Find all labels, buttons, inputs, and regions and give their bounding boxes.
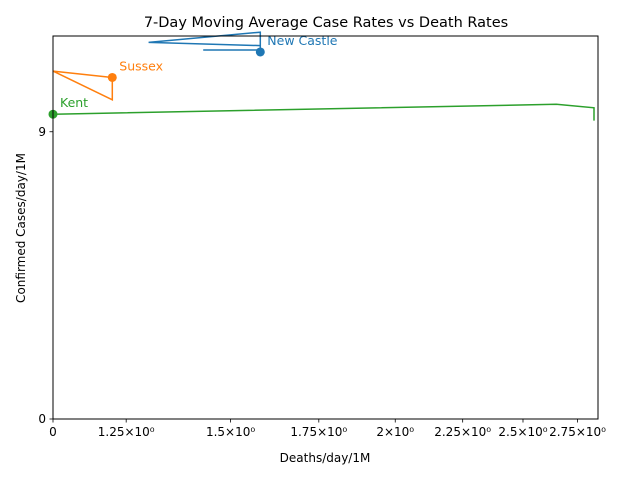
y-tick-label-0: 0 — [38, 412, 46, 426]
y-axis-label: Confirmed Cases/day/1M — [14, 153, 28, 303]
x-tick-label-6: 2.5×10⁰ — [498, 425, 547, 439]
plot-area: New Castle Sussex Kent — [48, 31, 595, 121]
series-end-marker-0 — [255, 47, 265, 57]
x-tick-label-1: 1.25×10⁰ — [98, 425, 155, 439]
x-tick-label-7: 2.75×10⁰ — [549, 425, 606, 439]
plot-frame — [52, 35, 599, 420]
x-tick-label-4: 2×10⁰ — [376, 425, 414, 439]
y-axis-ticks: 09 — [38, 125, 53, 426]
chart-title: 7-Day Moving Average Case Rates vs Death… — [144, 15, 508, 31]
x-axis-label: Deaths/day/1M — [280, 451, 371, 465]
series-line-0 — [148, 31, 262, 52]
series-line-2 — [52, 103, 595, 121]
x-tick-label-2: 1.5×10⁰ — [206, 425, 255, 439]
x-axis-ticks: 0 1.25×10⁰ 1.5×10⁰ 1.75×10⁰ 2×10⁰ 2.25×10⁰ 2.5… — [49, 419, 606, 439]
series-end-marker-1 — [107, 72, 117, 82]
series-label-0: New Castle — [267, 33, 338, 48]
series-label-1: Sussex — [119, 58, 163, 73]
series-label-2: Kent — [60, 95, 88, 110]
x-tick-label-5: 2.25×10⁰ — [434, 425, 491, 439]
x-tick-label-3: 1.75×10⁰ — [290, 425, 347, 439]
x-tick-label-0: 0 — [49, 425, 57, 439]
y-tick-label-1: 9 — [38, 125, 46, 139]
series-line-1 — [52, 70, 114, 101]
